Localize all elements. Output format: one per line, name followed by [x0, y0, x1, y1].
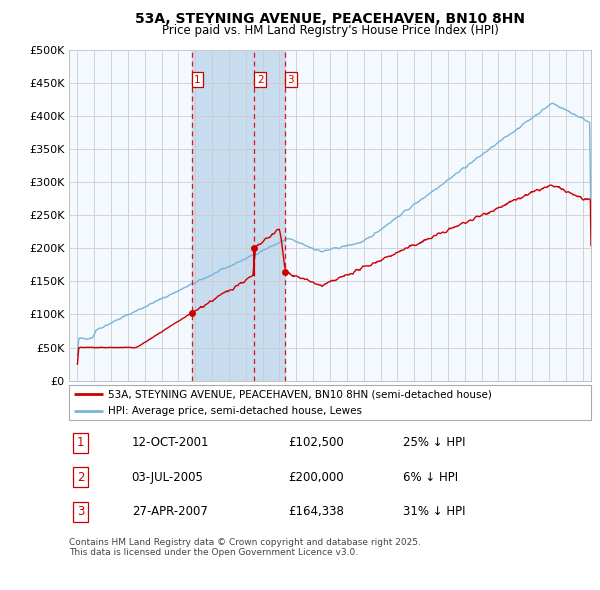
Text: £200,000: £200,000 [288, 471, 344, 484]
Text: 25% ↓ HPI: 25% ↓ HPI [403, 437, 466, 450]
Text: 27-APR-2007: 27-APR-2007 [131, 505, 208, 518]
Bar [191, 50, 285, 381]
Text: 6% ↓ HPI: 6% ↓ HPI [403, 471, 458, 484]
Text: HPI: Average price, semi-detached house, Lewes: HPI: Average price, semi-detached house,… [108, 405, 362, 415]
Text: 12-OCT-2001: 12-OCT-2001 [131, 437, 209, 450]
Text: 1: 1 [194, 75, 201, 85]
Text: 53A, STEYNING AVENUE, PEACEHAVEN, BN10 8HN (semi-detached house): 53A, STEYNING AVENUE, PEACEHAVEN, BN10 8… [108, 389, 492, 399]
Text: £164,338: £164,338 [288, 505, 344, 518]
Text: 3: 3 [287, 75, 294, 85]
Text: Contains HM Land Registry data © Crown copyright and database right 2025.
This d: Contains HM Land Registry data © Crown c… [69, 538, 421, 558]
Text: £102,500: £102,500 [288, 437, 344, 450]
Text: 31% ↓ HPI: 31% ↓ HPI [403, 505, 466, 518]
Text: 1: 1 [77, 437, 85, 450]
FancyBboxPatch shape [69, 385, 591, 420]
Text: 2: 2 [77, 471, 85, 484]
Text: 03-JUL-2005: 03-JUL-2005 [131, 471, 203, 484]
Text: 2: 2 [257, 75, 263, 85]
Text: 53A, STEYNING AVENUE, PEACEHAVEN, BN10 8HN: 53A, STEYNING AVENUE, PEACEHAVEN, BN10 8… [135, 12, 525, 26]
Text: 3: 3 [77, 505, 84, 518]
Text: Price paid vs. HM Land Registry's House Price Index (HPI): Price paid vs. HM Land Registry's House … [161, 24, 499, 37]
